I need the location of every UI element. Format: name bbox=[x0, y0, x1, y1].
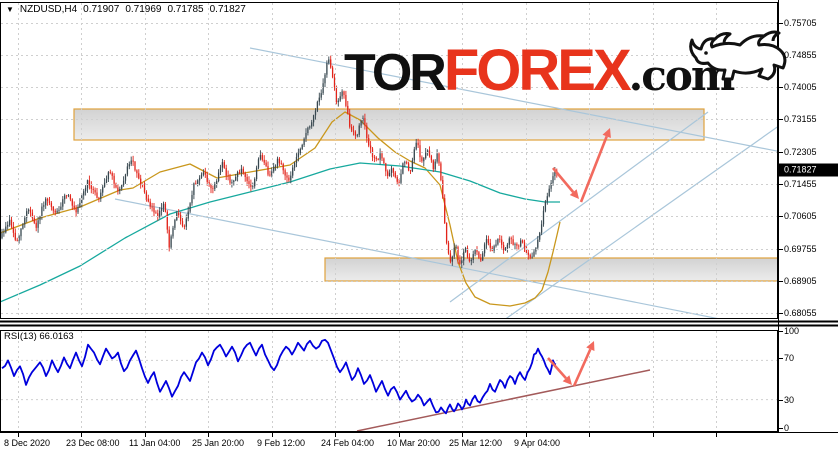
date-axis-label: 9 Feb 12:00 bbox=[257, 438, 306, 448]
date-axis-label: 8 Dec 2020 bbox=[4, 438, 51, 448]
date-axis-label: 25 Mar 12:00 bbox=[449, 438, 503, 448]
chevron-down-icon[interactable]: ▼ bbox=[6, 5, 14, 14]
date-axis-label: 11 Jan 04:00 bbox=[129, 438, 181, 448]
rally-arrow bbox=[579, 135, 608, 203]
logo-part-forex: FOREX bbox=[443, 38, 632, 103]
rally-arrow-head bbox=[602, 128, 611, 139]
slow-lwma-line bbox=[1, 162, 560, 303]
logo-part-tor: TOR bbox=[344, 44, 447, 102]
quote-high: 0.71969 bbox=[125, 4, 162, 15]
rsi-axis-label: 0 bbox=[784, 423, 790, 433]
quote-low: 0.71785 bbox=[167, 4, 204, 15]
price-axis-label: 0.72305 bbox=[784, 147, 817, 157]
price-axis-label: 0.75705 bbox=[784, 18, 817, 28]
date-axis-label: 24 Feb 04:00 bbox=[321, 438, 375, 448]
pullback-arrow bbox=[552, 167, 575, 193]
ascending-channel-upper[interactable] bbox=[449, 111, 709, 303]
current-price-badge: 0.71827 bbox=[779, 163, 838, 177]
date-axis-label: 23 Dec 08:00 bbox=[66, 438, 120, 448]
rsi-rally-arrow bbox=[572, 348, 592, 387]
price-axis-label: 0.68905 bbox=[784, 276, 817, 286]
quote-close: 0.71827 bbox=[209, 4, 246, 15]
price-axis-label: 0.74005 bbox=[784, 82, 817, 92]
chart-header: ▼ NZDUSD,H4 0.71907 0.71969 0.71785 0.71… bbox=[6, 4, 246, 15]
rsi-line bbox=[1, 338, 557, 415]
pullback-arrow-head bbox=[569, 189, 579, 199]
date-axis-label: 25 Jan 20:00 bbox=[192, 438, 245, 448]
price-axis-label: 0.69755 bbox=[784, 244, 817, 254]
rsi-rally-arrow-head bbox=[586, 341, 595, 352]
watermark-logo: TOR FOREX .com bbox=[344, 38, 735, 103]
resistance-zone bbox=[73, 108, 705, 141]
price-axis-label: 0.71455 bbox=[784, 179, 817, 189]
symbol-timeframe-label: NZDUSD,H4 bbox=[19, 4, 78, 15]
price-axis-label: 0.70605 bbox=[784, 211, 817, 221]
price-axis-label: 0.68055 bbox=[784, 308, 817, 318]
rsi-pullback-arrow-head bbox=[562, 375, 572, 385]
support-zone bbox=[324, 257, 777, 282]
bull-icon bbox=[689, 30, 787, 81]
descending-trendline-upper[interactable] bbox=[249, 47, 838, 163]
rsi-indicator-label: RSI(13) 66.0163 bbox=[4, 331, 74, 342]
ascending-channel-lower[interactable] bbox=[490, 118, 790, 330]
date-axis-label: 10 Mar 20:00 bbox=[387, 438, 441, 448]
price-axis-label: 0.74855 bbox=[784, 50, 817, 60]
rsi-axis-label: 100 bbox=[784, 326, 800, 336]
fast-lwma-line bbox=[1, 111, 561, 307]
rsi-pullback-arrow bbox=[547, 357, 567, 380]
descending-trendline-lower[interactable] bbox=[114, 198, 750, 325]
date-axis-label: 9 Apr 04:00 bbox=[514, 438, 561, 448]
rsi-axis-label: 30 bbox=[784, 395, 795, 405]
quote-open: 0.71907 bbox=[83, 4, 120, 15]
rsi-support-trendline[interactable] bbox=[356, 369, 651, 431]
price-axis-label: 0.73155 bbox=[784, 114, 817, 124]
rsi-axis-label: 70 bbox=[784, 353, 795, 363]
rsi-pane[interactable] bbox=[1, 338, 651, 431]
